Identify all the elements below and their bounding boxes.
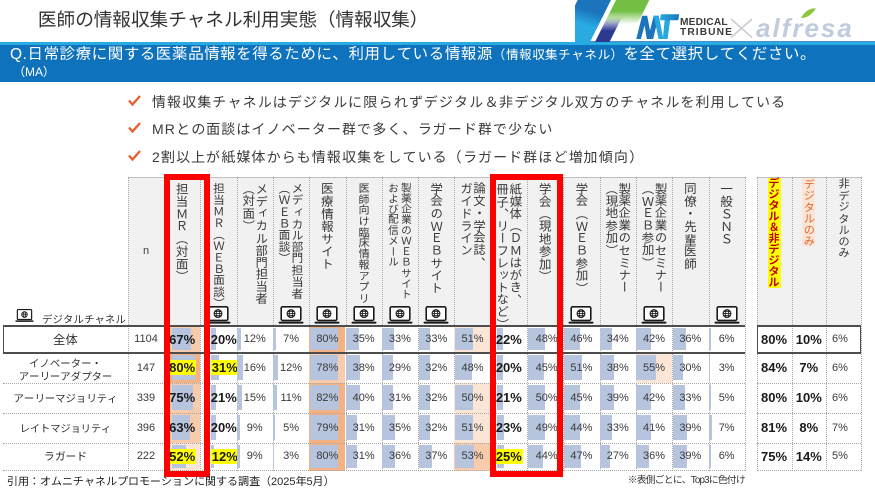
svg-text:TRIBUNE: TRIBUNE [680,27,733,38]
svg-text:MEDICAL: MEDICAL [680,17,728,28]
svg-text:alfresa: alfresa [756,13,854,43]
